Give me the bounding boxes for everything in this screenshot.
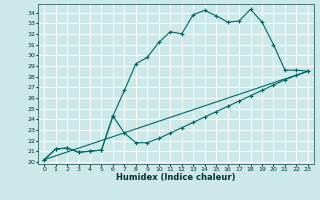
X-axis label: Humidex (Indice chaleur): Humidex (Indice chaleur) [116, 173, 236, 182]
